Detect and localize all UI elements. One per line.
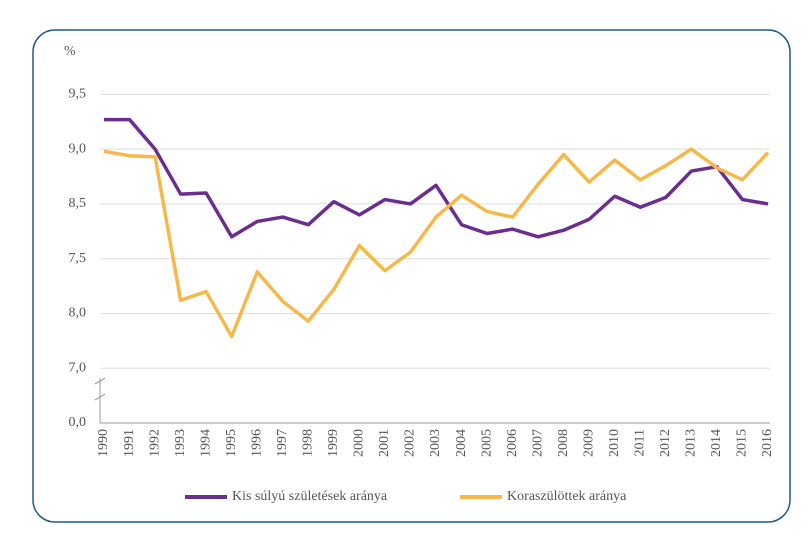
x-tick-label: 2003	[428, 429, 443, 457]
x-tick-label: 2000	[352, 429, 367, 457]
x-tick-label: 2006	[505, 429, 520, 457]
x-tick-label: 2001	[377, 429, 392, 457]
y-tick-label: 9,0	[69, 141, 87, 156]
x-tick-label: 1998	[301, 429, 316, 457]
legend-label: Koraszülöttek aránya	[507, 489, 627, 504]
x-tick-label: 1995	[224, 429, 239, 457]
y-tick-label: 7,0	[69, 360, 87, 375]
frame	[32, 29, 791, 523]
x-tick-label: 2013	[684, 429, 699, 457]
x-tick-label: 1997	[275, 429, 290, 457]
x-tick-label: 1996	[249, 429, 264, 457]
y-tick-label: 7,5	[69, 251, 87, 266]
legend-label: Kis súlyú születések aránya	[232, 489, 388, 504]
x-tick-label: 2011	[633, 429, 648, 456]
x-tick-label: 2015	[735, 429, 750, 457]
y-tick-label: 9,5	[69, 87, 87, 102]
x-tick-label: 2014	[709, 429, 724, 457]
x-tick-label: 2002	[403, 429, 418, 457]
x-tick-label: 2007	[530, 429, 545, 457]
x-tick-label: 2008	[556, 429, 571, 457]
x-tick-label: 2004	[454, 429, 469, 457]
x-tick-label: 2010	[607, 429, 622, 457]
x-tick-label: 1999	[326, 429, 341, 457]
y-tick-label: 8,0	[69, 306, 87, 321]
x-tick-label: 1990	[96, 429, 111, 457]
y-tick-label: 8,5	[69, 196, 87, 211]
x-tick-label: 2005	[479, 429, 494, 457]
x-tick-label: 2009	[581, 429, 596, 457]
series-line	[104, 117, 769, 239]
x-tick-label: 2012	[658, 429, 673, 457]
series-line	[103, 147, 770, 339]
y-unit: %	[64, 44, 76, 59]
x-tick-label: 1994	[198, 429, 213, 457]
x-tick-label: 1992	[147, 429, 162, 457]
x-tick-label: 1993	[173, 429, 188, 457]
y-tick-label: 0,0	[69, 415, 87, 430]
x-tick-label: 2016	[760, 429, 775, 457]
x-tick-label: 1991	[122, 429, 137, 457]
